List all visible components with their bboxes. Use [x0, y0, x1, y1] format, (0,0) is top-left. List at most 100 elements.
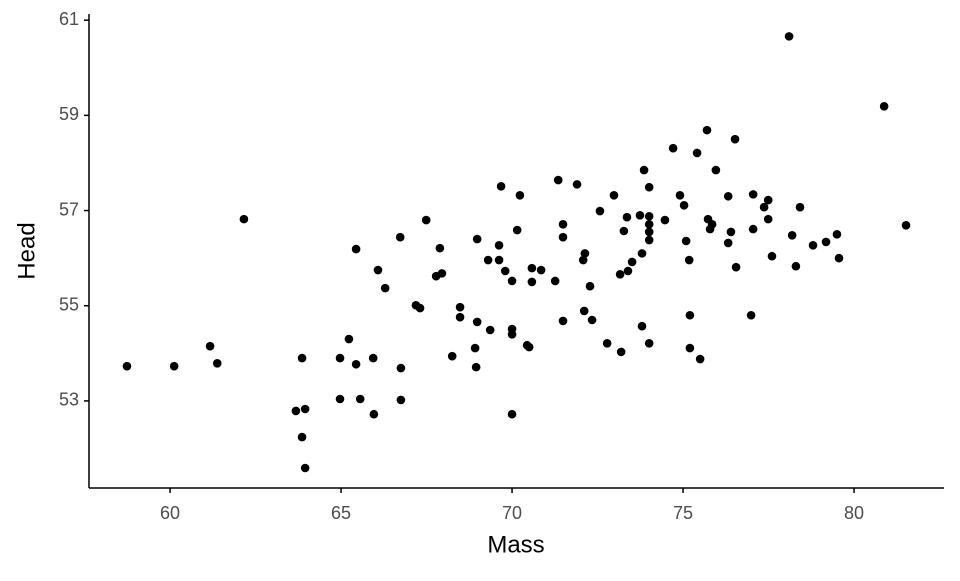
point [355, 394, 365, 404]
point [615, 270, 625, 279]
point [619, 226, 629, 236]
point [644, 227, 654, 237]
point [558, 232, 568, 242]
point [507, 409, 517, 419]
point [644, 220, 654, 229]
point [763, 195, 773, 205]
point [396, 395, 406, 405]
point [527, 263, 537, 273]
point [580, 249, 590, 258]
point [550, 276, 560, 286]
point [746, 310, 756, 320]
point [122, 361, 132, 371]
point [767, 251, 777, 261]
point [239, 214, 249, 224]
point [351, 244, 361, 254]
point [300, 404, 310, 414]
point [692, 148, 702, 158]
point [470, 343, 480, 353]
point [595, 206, 605, 216]
point [791, 261, 801, 271]
y-axis-title: Head [13, 222, 40, 279]
point [291, 406, 301, 416]
point [784, 32, 794, 41]
point [369, 409, 379, 419]
point [723, 238, 733, 248]
point [524, 342, 534, 352]
point [759, 202, 769, 212]
point [437, 269, 447, 278]
point [494, 255, 504, 265]
point [396, 363, 406, 373]
point [795, 202, 805, 212]
point [579, 306, 589, 316]
point [558, 220, 568, 229]
point [684, 255, 694, 265]
point [447, 351, 457, 361]
y-tick-label: 55 [59, 294, 79, 314]
point [711, 165, 721, 175]
point [335, 394, 345, 404]
point [685, 310, 695, 320]
point [512, 225, 522, 235]
point [616, 347, 626, 357]
point [685, 343, 695, 353]
point [637, 321, 647, 331]
point [455, 302, 465, 312]
point [644, 339, 654, 348]
point [435, 243, 445, 253]
point [335, 353, 345, 363]
point [500, 266, 510, 276]
x-tick-label: 70 [502, 503, 522, 523]
point [609, 191, 619, 200]
point [297, 432, 307, 442]
point [681, 236, 691, 246]
point [483, 255, 493, 265]
point [455, 312, 465, 322]
point [415, 303, 425, 313]
point [205, 341, 215, 351]
point [832, 230, 842, 239]
point [471, 362, 481, 372]
point [644, 182, 654, 192]
point [587, 315, 597, 325]
point [834, 253, 844, 263]
point [351, 359, 361, 369]
point [300, 463, 310, 473]
point [507, 329, 517, 339]
point [723, 191, 733, 201]
x-tick-label: 60 [160, 503, 180, 523]
point [558, 316, 568, 326]
point [373, 265, 383, 275]
point [485, 325, 495, 335]
x-tick-label: 80 [844, 503, 864, 523]
point [748, 190, 758, 199]
point [730, 134, 740, 144]
x-tick-label: 75 [673, 503, 693, 523]
point [553, 175, 563, 185]
point [536, 265, 546, 275]
point [675, 191, 685, 200]
point [585, 281, 595, 291]
point [496, 181, 506, 191]
y-tick-label: 61 [59, 9, 79, 29]
point [707, 220, 717, 229]
point [731, 262, 741, 272]
point [212, 359, 222, 368]
point [660, 215, 670, 225]
point [623, 266, 633, 276]
point [380, 283, 390, 293]
point [395, 232, 405, 242]
point [637, 249, 647, 258]
y-tick-label: 57 [59, 199, 79, 219]
point [507, 276, 517, 286]
point [748, 224, 758, 234]
x-axis-title: Mass [487, 531, 544, 558]
point [879, 102, 889, 111]
point [695, 354, 705, 364]
point [644, 211, 654, 221]
point [635, 211, 645, 220]
point [644, 235, 654, 245]
